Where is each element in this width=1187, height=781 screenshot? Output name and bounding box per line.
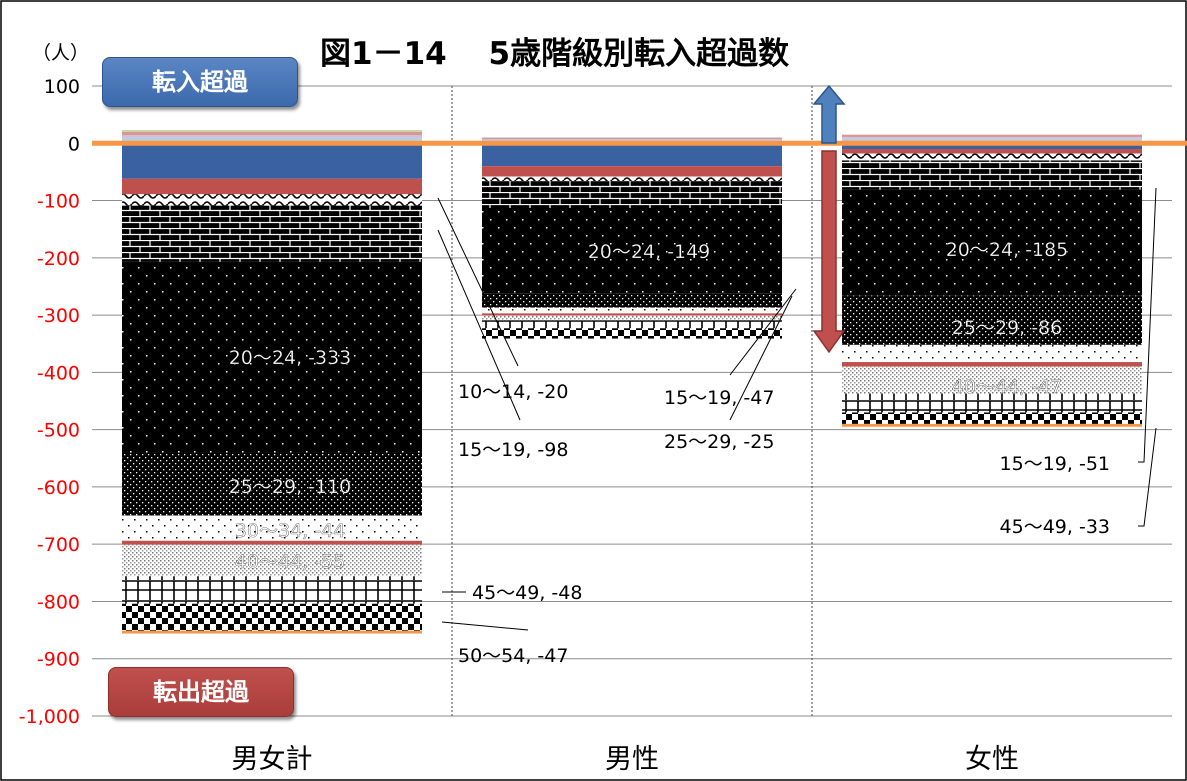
bar-segment-15〜19 [482,181,782,208]
y-tick-label: 0 [68,133,80,155]
leader-line [729,295,793,421]
data-label: 25〜29, -110 [229,476,352,498]
bar-segment-50〜54 [842,412,1142,424]
leader-line [437,197,519,367]
bar-segment-positive [122,131,422,136]
bar-segment-50〜54 [482,328,782,339]
x-category-label: 男性 [605,744,659,775]
bar-segment-55〜59 [842,423,1142,427]
bar-segment-5〜9 [842,149,1142,154]
y-tick-label: -800 [37,591,80,613]
leader-line [1138,187,1157,463]
outflow-badge: 転出超過 [108,667,294,717]
bar-segment-55〜59 [122,630,422,634]
bar-segment-positive [122,130,422,132]
bar-segment-25〜29 [482,293,782,308]
unit-label: （人） [32,42,90,64]
data-label: 40〜44, -55 [235,551,345,573]
data-label: 50〜54, -47 [458,645,568,667]
bar-segment-15〜19 [122,205,422,262]
bar-segment-20〜24 [842,189,1142,296]
bar-stack-1 [482,137,782,339]
x-category-label: 男女計 [232,744,313,775]
y-tick-label: 100 [44,76,80,98]
y-tick-label: -1,000 [19,706,80,728]
bar-segment-35〜39 [122,540,422,545]
bar-segment-0〜4 [122,143,422,179]
bar-segment-10〜14 [482,176,782,182]
data-label: 20〜24, -149 [588,241,711,263]
outflow-arrow-icon [812,150,846,354]
leader-line [441,621,529,631]
data-label: 15〜19, -47 [664,387,774,409]
y-tick-label: -100 [37,191,80,213]
inflow-badge: 転入超過 [102,57,298,107]
bar-segment-positive [842,136,1142,139]
data-label: 45〜49, -33 [1000,516,1110,538]
bar-segment-15〜19 [842,160,1142,190]
bar-segment-30〜34 [842,344,1142,363]
bar-segment-positive [122,135,422,138]
data-label: 15〜19, -98 [458,439,568,461]
bar-segment-10〜14 [842,153,1142,161]
data-label: 40〜44, -47 [952,376,1062,398]
bar-segment-35〜39 [842,362,1142,367]
bar-segment-35〜39 [482,313,782,316]
y-tick-label: -200 [37,248,80,270]
bar-segment-positive [842,134,1142,137]
bar-segment-25〜29 [122,452,422,516]
data-label: 20〜24, -185 [946,239,1069,261]
data-label: 20〜24, -333 [229,347,352,369]
data-label: 25〜29, -86 [952,317,1062,339]
bar-segment-positive [482,139,782,141]
data-label: 10〜14, -20 [458,381,568,403]
bar-segment-45〜49 [482,320,782,329]
y-tick-label: -500 [37,420,80,442]
y-tick-label: -700 [37,534,80,556]
bar-segment-40〜44 [122,544,422,577]
data-label: 30〜34, -44 [235,520,345,542]
bar-segment-positive [482,137,782,140]
bar-segment-30〜34 [482,307,782,314]
leader-line [729,288,797,376]
y-tick-label: -600 [37,477,80,499]
y-tick-label: -300 [37,305,80,327]
inflow-arrow-icon [812,84,846,144]
bar-stack-2 [842,134,1142,427]
bar-segment-20〜24 [122,261,422,453]
bar-segment-30〜34 [122,515,422,541]
data-label: 15〜19, -51 [1000,453,1110,475]
data-label: 45〜49, -48 [472,582,582,604]
leader-line [1138,427,1157,527]
bar-segment-0〜4 [482,143,782,167]
bar-segment-5〜9 [122,178,422,195]
bar-segment-0〜4 [842,143,1142,149]
leader-line [437,229,521,421]
bar-segment-45〜49 [842,393,1142,413]
bar-segment-45〜49 [122,576,422,604]
chart-title: 図1－14 5歳階級別転入超過数 [320,36,790,72]
bar-segment-40〜44 [842,366,1142,394]
bar-segment-5〜9 [482,166,782,177]
data-label: 25〜29, -25 [664,431,774,453]
bar-segment-positive [842,138,1142,141]
bar-segment-10〜14 [122,194,422,206]
y-tick-label: -900 [37,649,80,671]
bar-segment-50〜54 [122,603,422,631]
y-tick-label: -400 [37,362,80,384]
bar-segment-positive [122,137,422,141]
bar-segment-40〜44 [482,315,782,321]
x-category-label: 女性 [965,744,1019,775]
bar-segment-25〜29 [842,295,1142,345]
bar-segment-20〜24 [482,207,782,294]
